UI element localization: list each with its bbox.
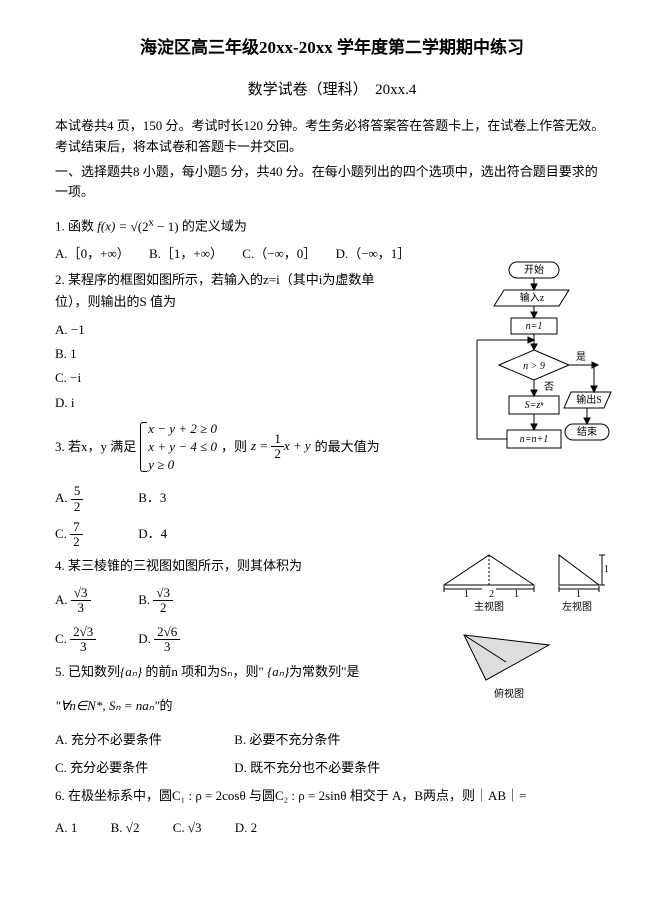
- q3-prefix: 3. 若x，y 满足: [55, 436, 136, 458]
- q2-opt-d: D. i: [55, 392, 395, 414]
- q4-optD-label: D.: [138, 631, 151, 646]
- intro-text-1: 本试卷共4 页，150 分。考试时长120 分钟。考生务必将答案答在答题卡上，在…: [55, 116, 609, 158]
- q5-seq1: {aₙ}: [120, 664, 142, 679]
- q4-opt-b: B. √32: [138, 586, 218, 616]
- q3-suffix: 的最大值为: [315, 436, 380, 458]
- q5-seq2: {aₙ}: [267, 664, 289, 679]
- q1-opt-a: A.［0，+∞）: [55, 244, 130, 264]
- q2-text: 2. 某程序的框图如图所示，若输入的z=i（其中i为虚数单位），则输出的S 值为: [55, 269, 395, 313]
- svg-text:S=zⁿ: S=zⁿ: [525, 400, 545, 411]
- q1-suffix: 的定义域为: [182, 219, 247, 234]
- q1-opt-d: D.（−∞，1］: [336, 244, 411, 264]
- flowchart-diagram: 开始 输入z n=1 n > 9 是 否 S=zⁿ 输出S: [459, 260, 614, 510]
- q3-cond2: x + y − 4 ≤ 0: [148, 438, 217, 456]
- q6-opt-a: A. 1: [55, 817, 77, 839]
- q3-opt-c: C. 72: [55, 520, 135, 550]
- q5-options-2: C. 充分必要条件 D. 既不充分也不必要条件: [55, 757, 609, 779]
- q5-opt-d: D. 既不充分也不必要条件: [234, 757, 380, 779]
- q5-mid2: 为常数列"是: [289, 664, 359, 679]
- svg-text:1: 1: [604, 564, 609, 575]
- q4-opt-c: C. 2√33: [55, 625, 135, 655]
- q4-optA-den: 3: [71, 601, 91, 615]
- q4-optB-den: 2: [153, 601, 173, 615]
- q1-formula: f(x) = √(2x − 1): [97, 219, 182, 234]
- q5-opt-b: B. 必要不充分条件: [234, 729, 340, 751]
- q2-opt-b: B. 1: [55, 343, 395, 365]
- svg-text:主视图: 主视图: [474, 600, 504, 613]
- q4-optC-label: C.: [55, 631, 67, 646]
- q1-opt-c: C.（−∞，0］: [242, 244, 316, 264]
- question-3: 3. 若x，y 满足 x − y + 2 ≥ 0 x + y − 4 ≤ 0 y…: [55, 420, 395, 550]
- q4-optB-label: B.: [138, 591, 150, 606]
- svg-text:1: 1: [464, 589, 469, 600]
- title-main: 海淀区高三年级20xx-20xx 学年度第二学期期中练习: [55, 35, 609, 61]
- q4-optC-num: 2√3: [70, 625, 96, 640]
- q3-formula-z: z = 12x + y: [251, 432, 311, 462]
- svg-text:是: 是: [576, 351, 586, 363]
- q2-opt-c: C. −i: [55, 367, 395, 389]
- svg-text:2: 2: [489, 589, 494, 600]
- q3-brace: x − y + 2 ≥ 0 x + y − 4 ≤ 0 y ≥ 0: [140, 420, 217, 475]
- q3-mid: ，则: [221, 436, 247, 458]
- q4-opt-d: D. 2√63: [138, 625, 218, 655]
- q3-optA-den: 2: [71, 500, 84, 514]
- question-4: 4. 某三棱锥的三视图如图所示，则其体积为 A. √33 B. √32 C. 2…: [55, 555, 395, 654]
- q4-text: 4. 某三棱锥的三视图如图所示，则其体积为: [55, 555, 395, 577]
- q1-prefix: 1. 函数: [55, 219, 94, 234]
- svg-text:否: 否: [544, 381, 554, 393]
- svg-text:输入z: 输入z: [520, 291, 545, 304]
- svg-text:1: 1: [576, 589, 581, 600]
- q2-opt-a: A. −1: [55, 319, 395, 341]
- q3-opt-b: B．3: [138, 487, 218, 509]
- q5-options-1: A. 充分不必要条件 B. 必要不充分条件: [55, 729, 609, 751]
- q4-optB-num: √3: [153, 586, 173, 601]
- q4-opt-a: A. √33: [55, 586, 135, 616]
- q6-opt-b: B. √2: [111, 817, 140, 839]
- svg-text:n > 9: n > 9: [523, 361, 545, 372]
- q3-cond1: x − y + 2 ≥ 0: [148, 420, 217, 438]
- svg-text:结束: 结束: [577, 425, 597, 438]
- svg-text:n=n+1: n=n+1: [520, 434, 549, 445]
- q3-optA-num: 5: [71, 484, 84, 499]
- q2-options: A. −1 B. 1 C. −i D. i: [55, 319, 395, 413]
- q3-optC-num: 7: [70, 520, 83, 535]
- q3-optA-label: A.: [55, 490, 68, 505]
- q4-optD-den: 3: [154, 640, 180, 654]
- svg-text:1: 1: [514, 589, 519, 600]
- q6-opt-d: D. 2: [235, 817, 257, 839]
- svg-text:开始: 开始: [524, 263, 544, 276]
- question-6: 6. 在极坐标系中，圆C₁ : ρ = 2cosθ 与圆C₂ : ρ = 2si…: [55, 785, 609, 839]
- q1-opt-b: B.［1，+∞）: [149, 244, 223, 264]
- q3-cond3: y ≥ 0: [148, 456, 217, 474]
- q6-text: 6. 在极坐标系中，圆C₁ : ρ = 2cosθ 与圆C₂ : ρ = 2si…: [55, 785, 609, 807]
- q3-opt-a: A. 52: [55, 484, 135, 514]
- section-header: 一、选择题共8 小题，每小题5 分，共40 分。在每小题列出的四个选项中，选出符…: [55, 162, 609, 204]
- q6-options: A. 1 B. √2 C. √3 D. 2: [55, 817, 609, 839]
- svg-text:左视图: 左视图: [562, 600, 592, 613]
- q5-prefix: 5. 已知数列: [55, 664, 120, 679]
- q5-opt-c: C. 充分必要条件: [55, 757, 215, 779]
- q5-cond: "∀n∈N*, Sₙ = naₙ": [55, 698, 159, 713]
- title-sub: 数学试卷（理科） 20xx.4: [55, 79, 609, 102]
- q3-opt-d: D．4: [138, 523, 218, 545]
- q5-mid1: 的前n 项和为Sₙ，则": [142, 664, 267, 679]
- svg-text:n=1: n=1: [526, 321, 543, 332]
- three-view-diagram: 1 2 1 主视图 1 1 左视图 俯视图: [434, 545, 614, 715]
- q4-optA-label: A.: [55, 591, 68, 606]
- q5-opt-a: A. 充分不必要条件: [55, 729, 215, 751]
- q3-optC-label: C.: [55, 526, 67, 541]
- svg-text:俯视图: 俯视图: [494, 687, 524, 700]
- q4-optA-num: √3: [71, 586, 91, 601]
- q3-optC-den: 2: [70, 535, 83, 549]
- q4-optC-den: 3: [70, 640, 96, 654]
- q5-suffix: 的: [159, 698, 172, 713]
- question-1: 1. 函数 f(x) = √(2x − 1) 的定义域为: [55, 213, 609, 237]
- q6-opt-c: C. √3: [173, 817, 202, 839]
- question-2: 2. 某程序的框图如图所示，若输入的z=i（其中i为虚数单位），则输出的S 值为…: [55, 269, 395, 414]
- q4-optD-num: 2√6: [154, 625, 180, 640]
- svg-text:输出S: 输出S: [576, 393, 602, 406]
